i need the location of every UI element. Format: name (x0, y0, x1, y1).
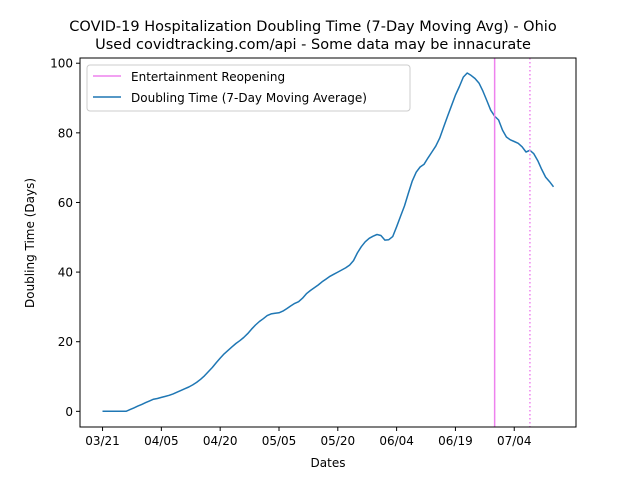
x-tick-label: 04/05 (144, 434, 179, 448)
y-axis: 0 20 40 60 80 100 (50, 57, 80, 419)
chart-title: COVID-19 Hospitalization Doubling Time (… (69, 19, 557, 35)
chart-subtitle: Used covidtracking.com/api - Some data m… (95, 37, 531, 53)
legend-label-doubling-time: Doubling Time (7-Day Moving Average) (131, 91, 367, 105)
x-tick-label: 05/05 (262, 434, 297, 448)
plot-area (102, 58, 555, 427)
x-axis-label: Dates (311, 456, 346, 470)
legend: Entertainment Reopening Doubling Time (7… (86, 64, 411, 112)
x-axis: 03/21 04/05 04/20 05/05 05/20 06/04 06/19 07/04 (85, 427, 532, 448)
x-tick-label: 06/04 (379, 434, 414, 448)
y-tick-label: 60 (58, 196, 73, 210)
x-tick-label: 04/20 (203, 434, 238, 448)
x-tick-label: 05/20 (321, 434, 356, 448)
y-tick-label: 0 (65, 405, 73, 419)
y-tick-label: 100 (50, 57, 73, 71)
x-tick-label: 03/21 (85, 434, 120, 448)
series-line-doubling-time (102, 72, 555, 413)
y-tick-label: 20 (58, 335, 73, 349)
legend-box (86, 64, 411, 112)
y-tick-label: 40 (58, 266, 73, 280)
x-tick-label: 07/04 (497, 434, 532, 448)
y-axis-label: Doubling Time (Days) (23, 178, 37, 308)
axes-frame (79, 57, 577, 428)
x-tick-label: 06/19 (438, 434, 473, 448)
legend-label-reopening: Entertainment Reopening (131, 70, 285, 84)
y-tick-label: 80 (58, 126, 73, 140)
